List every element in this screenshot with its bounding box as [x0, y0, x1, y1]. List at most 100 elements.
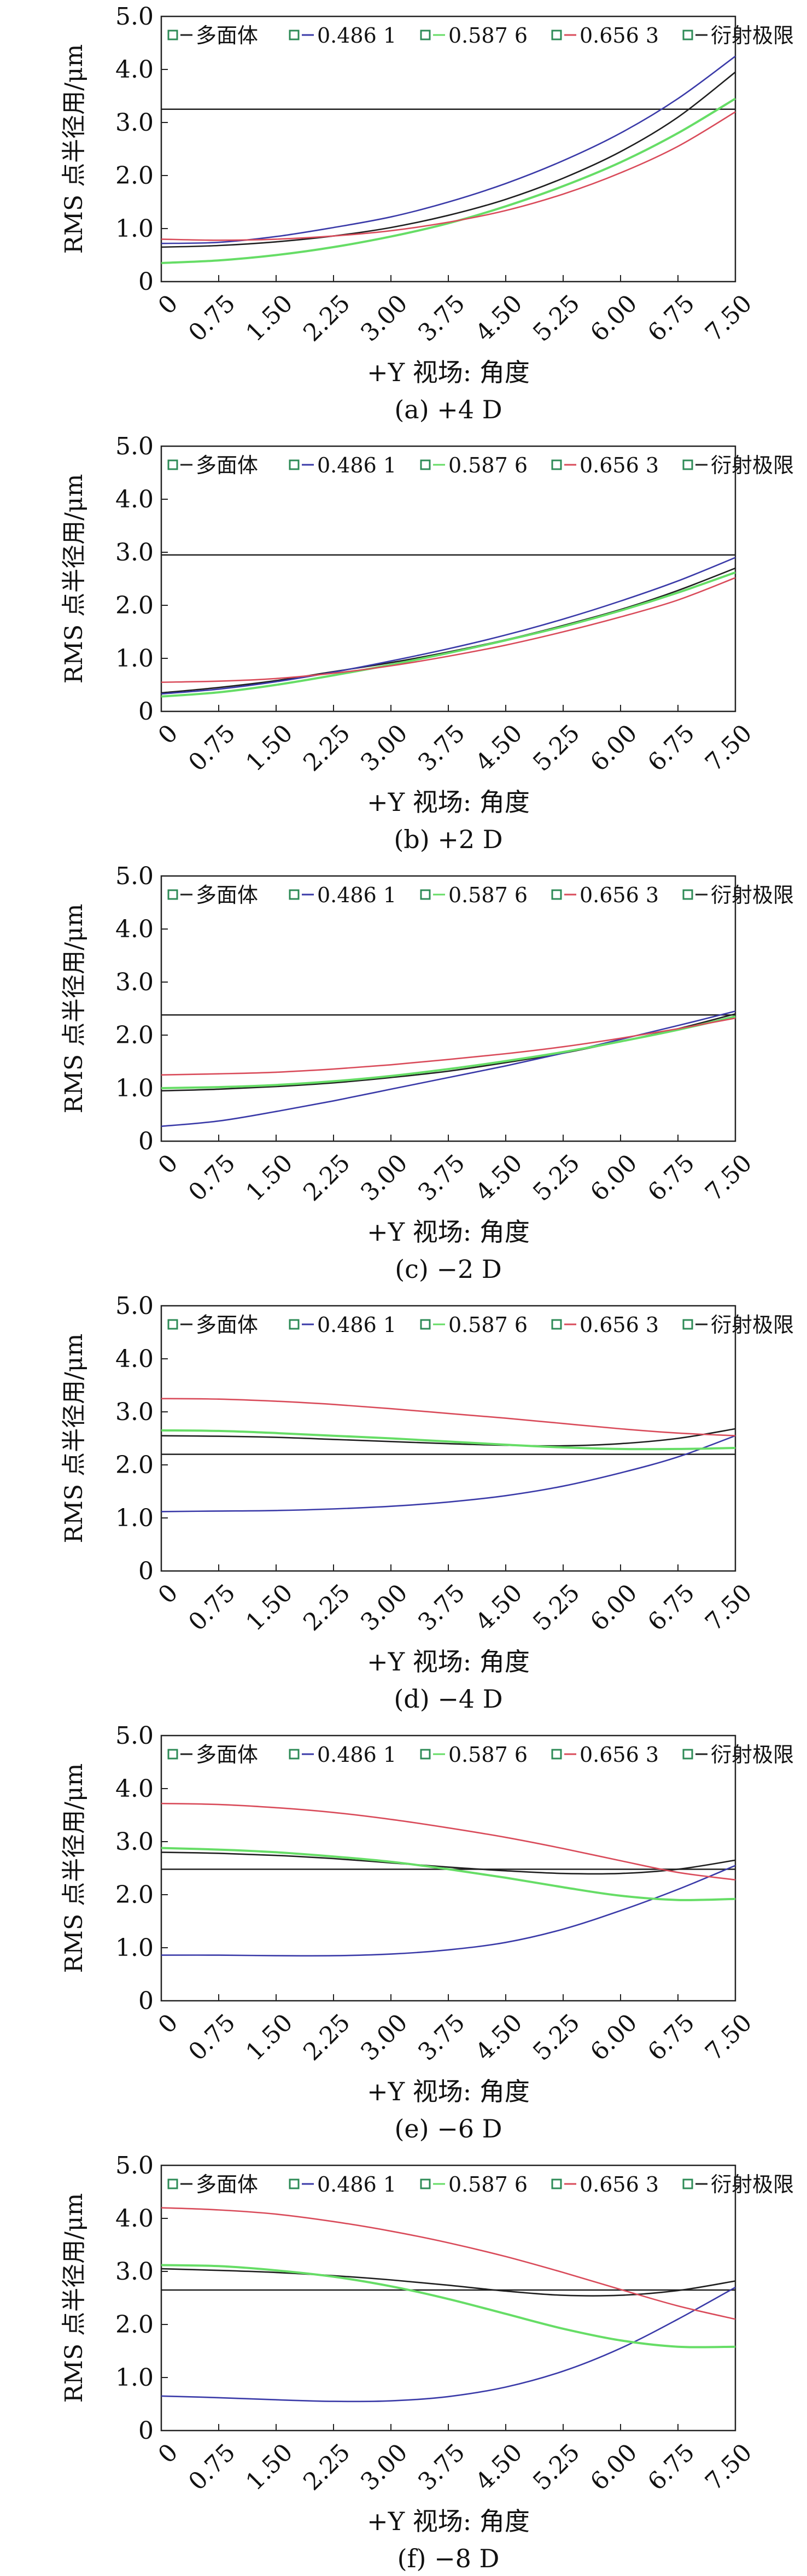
series-line-w486	[161, 2286, 736, 2403]
legend-entry: 0.587 6	[420, 24, 528, 48]
x-tick-label: 0.75	[183, 1149, 241, 1206]
y-tick-label: 4.0	[115, 2205, 154, 2233]
y-tick-label: 0	[138, 268, 154, 296]
legend-marker-icon	[289, 889, 300, 900]
legend-label: 衍射极限	[711, 2172, 794, 2197]
legend-marker-icon	[167, 459, 178, 470]
legend-marker-icon	[420, 30, 431, 40]
x-tick-label: 3.00	[355, 1149, 413, 1206]
series-line-w486	[161, 557, 736, 695]
y-tick-label: 3.0	[115, 2258, 154, 2286]
x-tick-label: 3.00	[355, 1579, 413, 1636]
x-axis-label: +Y 视场: 角度	[367, 2077, 530, 2106]
legend-label: 多面体	[196, 883, 258, 907]
legend-marker-icon	[289, 459, 300, 470]
series-line-multi	[161, 1851, 736, 1875]
x-tick-label: 0	[153, 1579, 184, 1609]
legend-entry: 0.486 1	[289, 1313, 396, 1337]
legend-entry: 多面体	[167, 2172, 258, 2197]
panel-caption: (a) +4 D	[394, 395, 502, 424]
x-tick-label: 1.50	[241, 289, 298, 347]
legend-marker-icon	[420, 2178, 431, 2189]
x-tick-label: 2.25	[298, 2008, 355, 2066]
x-tick-label: 7.50	[700, 719, 757, 776]
y-tick-label: 2.0	[115, 1451, 154, 1479]
x-tick-label: 0	[153, 2008, 184, 2039]
x-axis-label: +Y 视场: 角度	[367, 358, 530, 387]
x-tick-label: 6.00	[585, 2438, 642, 2496]
legend-marker-icon	[682, 889, 693, 900]
x-tick-label: 6.75	[642, 719, 700, 776]
series-line-w587	[161, 97, 736, 265]
x-tick-label: 1.50	[241, 1579, 298, 1636]
x-tick-label: 4.50	[470, 2008, 528, 2066]
x-tick-label: 0.75	[183, 2008, 241, 2066]
legend-marker-icon	[167, 1319, 178, 1330]
y-axis-label: RMS 点半径用/μm	[60, 44, 88, 254]
legend-label: 0.656 3	[580, 2172, 659, 2197]
legend-entry: 0.486 1	[289, 2172, 396, 2197]
legend-entry: 衍射极限	[682, 453, 794, 477]
x-tick-label: 4.50	[470, 289, 528, 347]
legend-marker-icon	[682, 459, 693, 470]
y-axis-label: RMS 点半径用/μm	[60, 1763, 88, 1973]
x-tick-label: 2.25	[298, 2438, 355, 2496]
legend-marker-icon	[167, 2178, 178, 2189]
legend-entry: 多面体	[167, 883, 258, 907]
legend-marker-icon	[167, 30, 178, 40]
legend-marker-icon	[551, 889, 562, 900]
legend-marker-icon	[420, 1749, 431, 1760]
legend-marker-icon	[682, 1319, 693, 1330]
legend-marker-icon	[551, 30, 562, 40]
x-tick-label: 7.50	[700, 2008, 757, 2066]
y-tick-label: 4.0	[115, 1775, 154, 1803]
x-tick-label: 2.25	[298, 719, 355, 776]
x-tick-label: 3.00	[355, 289, 413, 347]
y-tick-label: 3.0	[115, 1828, 154, 1856]
legend-marker-icon	[420, 1319, 431, 1330]
y-tick-label: 0	[138, 698, 154, 726]
x-tick-label: 4.50	[470, 1579, 528, 1636]
legend-label: 0.587 6	[448, 1313, 528, 1337]
y-tick-label: 2.0	[115, 592, 154, 620]
legend-label: 0.656 3	[580, 453, 659, 477]
chart-panel-f: 01.02.03.04.05.00 0.75 1.50 2.25 3.00 3.75 4.5…	[60, 2152, 794, 2573]
panel-caption: (c) −2 D	[395, 1254, 502, 1284]
y-tick-label: 5.0	[115, 433, 154, 460]
legend-label: 0.656 3	[580, 1313, 659, 1337]
x-tick-label: 7.50	[700, 2438, 757, 2496]
y-axis-label: RMS 点半径用/μm	[60, 2193, 88, 2403]
x-tick-label: 3.00	[355, 2438, 413, 2496]
y-tick-label: 4.0	[115, 915, 154, 943]
legend-label: 0.656 3	[580, 24, 659, 48]
series-line-multi	[161, 1428, 736, 1447]
legend-entry: 多面体	[167, 1743, 258, 1767]
x-tick-label: 0	[153, 719, 184, 750]
x-tick-label: 4.50	[470, 2438, 528, 2496]
x-tick-label: 6.75	[642, 289, 700, 347]
legend-entry: 0.587 6	[420, 2172, 528, 2197]
legend-entry: 0.656 3	[551, 1743, 659, 1767]
x-tick-label: 1.50	[241, 2438, 298, 2496]
chart-panel-b: 01.02.03.04.05.00 0.75 1.50 2.25 3.00 3.75 4.5…	[60, 433, 794, 854]
y-tick-label: 1.0	[115, 215, 154, 243]
x-tick-label: 5.25	[528, 2008, 585, 2066]
series-line-w486	[161, 1865, 736, 1957]
chart-panel-e: 01.02.03.04.05.00 0.75 1.50 2.25 3.00 3.75 4.5…	[60, 1722, 794, 2143]
y-axis-label: RMS 点半径用/μm	[60, 1334, 88, 1543]
series-line-w656	[161, 2207, 736, 2320]
series-line-w656	[161, 577, 736, 683]
x-tick-label: 3.75	[413, 289, 470, 347]
series-line-w656	[161, 1398, 736, 1436]
legend-entry: 0.656 3	[551, 1313, 659, 1337]
legend-entry: 0.486 1	[289, 453, 396, 477]
legend-entry: 0.486 1	[289, 883, 396, 907]
x-tick-label: 3.75	[413, 719, 470, 776]
y-tick-label: 2.0	[115, 1881, 154, 1909]
legend-entry: 0.656 3	[551, 883, 659, 907]
y-tick-label: 0	[138, 2417, 154, 2445]
y-tick-label: 4.0	[115, 1345, 154, 1373]
x-tick-label: 1.50	[241, 1149, 298, 1206]
legend-marker-icon	[551, 2178, 562, 2189]
legend-label: 多面体	[196, 453, 258, 477]
